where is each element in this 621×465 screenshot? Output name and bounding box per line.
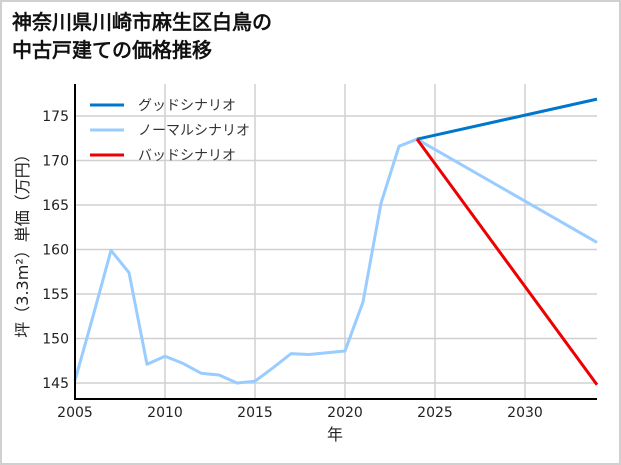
series-line-1 (416, 97, 598, 141)
x-axis-label: 年 (327, 425, 343, 444)
y-tick-label: 160 (42, 243, 69, 259)
series-lines (73, 97, 599, 386)
y-tick-label: 145 (42, 376, 69, 392)
series-line-2 (73, 137, 598, 385)
x-tick-label: 2015 (237, 405, 273, 421)
y-tick-label: 165 (42, 198, 69, 214)
x-tick-label: 2010 (147, 405, 183, 421)
title-line-2: 中古戸建ての価格推移 (12, 38, 212, 62)
y-axis-label: 坪（3.3m²）単価（万円） (13, 146, 32, 337)
x-tick-label: 2005 (57, 405, 93, 421)
x-tick-label: 2030 (507, 405, 543, 421)
legend-label: バッドシナリオ (138, 148, 236, 164)
y-tick-label: 170 (42, 154, 69, 170)
axes: 2005 2010 2015 2020 2025 2030 145 150 155 160 165 1… (42, 84, 597, 421)
y-tick-label: 155 (42, 287, 69, 303)
legend-label: グッドシナリオ (138, 98, 236, 114)
series-line-3 (415, 138, 599, 386)
chart-title: 神奈川県川崎市麻生区白鳥の 中古戸建ての価格推移 (12, 8, 272, 64)
legend-label: ノーマルシナリオ (138, 123, 250, 139)
y-tick-label: 175 (42, 109, 69, 125)
y-tick-label: 150 (42, 331, 69, 347)
x-tick-label: 2020 (327, 405, 363, 421)
x-tick-label: 2025 (417, 405, 453, 421)
title-line-1: 神奈川県川崎市麻生区白鳥の (12, 10, 272, 34)
